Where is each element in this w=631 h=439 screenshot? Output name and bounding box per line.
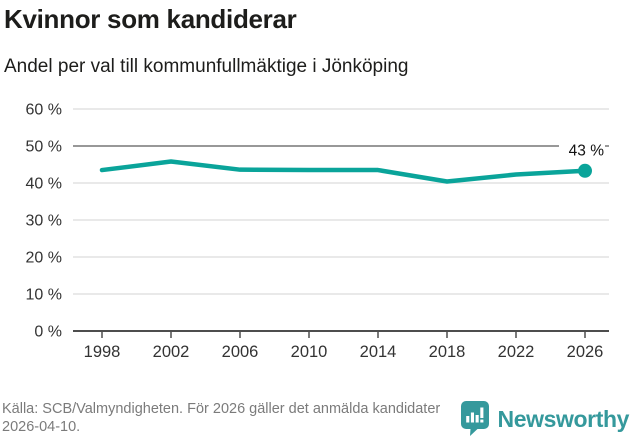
line-chart-canvas: 1998 2002 2006 2010 2014 2018 2022 2026 0 % 10 % 2… [26, 102, 609, 361]
y-axis-tick-label: 10 % [26, 287, 62, 304]
end-point-label: 43 % [569, 143, 605, 160]
exclamation-icon-bar [479, 407, 483, 418]
newsworthy-logo[interactable]: Newsworthy [460, 401, 630, 437]
source-note: Källa: SCB/Valmyndigheten. För 2026 gäll… [2, 401, 441, 435]
chart-title: Kvinnor som kandiderar [4, 4, 297, 34]
x-axis-tick-label: 2018 [429, 343, 466, 361]
y-axis-tick-label: 30 % [26, 213, 62, 230]
bar-icon-medium [475, 415, 479, 423]
end-point-marker [578, 163, 592, 178]
x-axis-tick-label: 2002 [153, 343, 190, 361]
bar-icon-tall [470, 412, 474, 423]
x-axis-tick-label: 1998 [84, 343, 121, 361]
newsworthy-bubble-icon [460, 401, 489, 436]
y-axis-tick-label: 50 % [26, 139, 62, 156]
x-axis-tick-label: 2026 [567, 343, 604, 361]
y-axis-tick-label: 20 % [26, 250, 62, 267]
exclamation-icon-dot [479, 419, 483, 423]
end-label-backdrop [559, 139, 605, 157]
x-axis-tick-label: 2022 [498, 343, 535, 361]
x-axis-tick-label: 2006 [222, 343, 259, 361]
y-axis-tick-label: 40 % [26, 176, 62, 193]
brand-name: Newsworthy [497, 405, 630, 432]
x-axis-tick-label: 2010 [291, 343, 328, 361]
y-axis-tick-label: 0 % [34, 324, 62, 341]
x-axis-tick-label: 2014 [360, 343, 397, 361]
bar-icon-small [465, 416, 469, 423]
y-axis-tick-label: 60 % [26, 102, 62, 119]
trend-line [99, 159, 588, 184]
chart-subtitle: Andel per val till kommunfullmäktige i J… [4, 56, 409, 77]
